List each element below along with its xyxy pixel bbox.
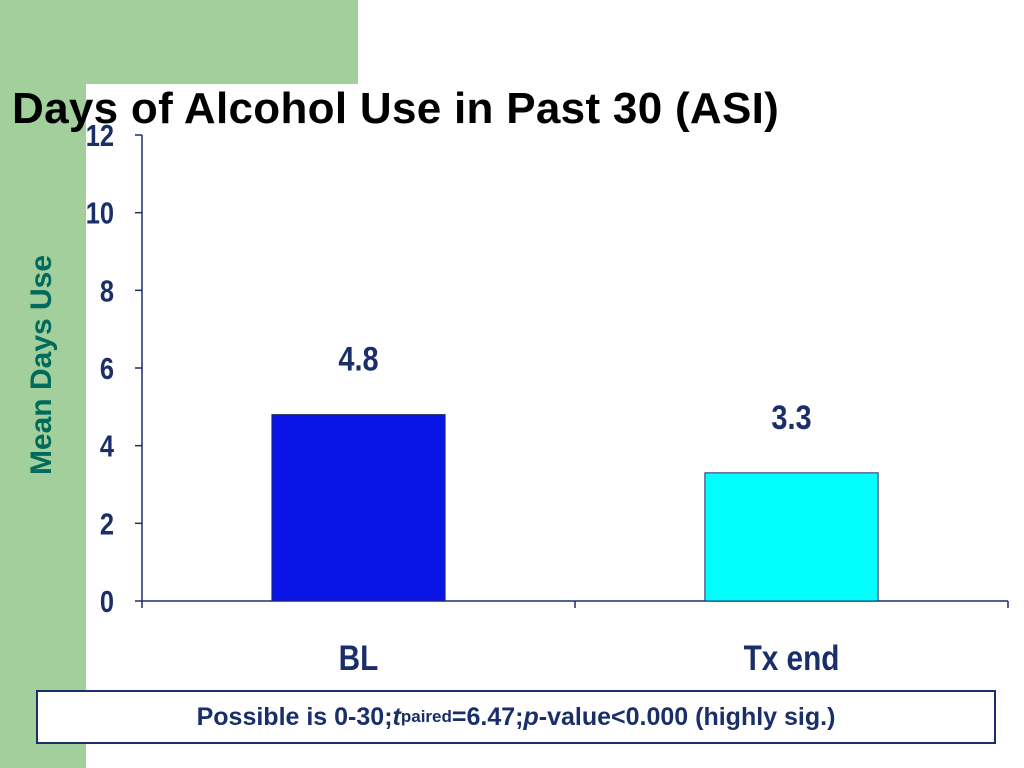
stats-note: Possible is 0-30; t paired =6.47; p -value<… bbox=[36, 690, 996, 744]
y-tick-label-4: 4 bbox=[100, 429, 114, 464]
note-prefix: Possible is 0-30; bbox=[196, 702, 393, 731]
note-t-symbol: t bbox=[392, 702, 401, 731]
note-t-value: =6.47; bbox=[451, 702, 524, 731]
bar-bl bbox=[271, 414, 446, 602]
category-label-bl: BL bbox=[339, 639, 379, 678]
data-label-bl: 4.8 bbox=[338, 339, 378, 378]
y-tick-label-0: 0 bbox=[100, 585, 114, 620]
y-tick-label-10: 10 bbox=[86, 196, 114, 231]
y-tick-label-6: 6 bbox=[100, 352, 114, 387]
y-axis-label: Mean Days Use bbox=[25, 254, 58, 476]
y-tick-label-8: 8 bbox=[100, 274, 114, 309]
note-p-text: -value<0.000 (highly sig.) bbox=[538, 702, 836, 731]
y-tick-label-12: 12 bbox=[86, 119, 114, 154]
category-label-tx-end: Tx end bbox=[744, 639, 840, 678]
accent-band-left bbox=[0, 0, 86, 768]
note-p-symbol: p bbox=[523, 702, 539, 731]
bar-tx-end bbox=[704, 472, 879, 602]
y-tick-label-2: 2 bbox=[100, 507, 114, 542]
slide-title: Days of Alcohol Use in Past 30 (ASI) bbox=[12, 84, 780, 133]
data-label-tx-end: 3.3 bbox=[771, 398, 811, 437]
note-t-subscript: paired bbox=[400, 707, 452, 726]
